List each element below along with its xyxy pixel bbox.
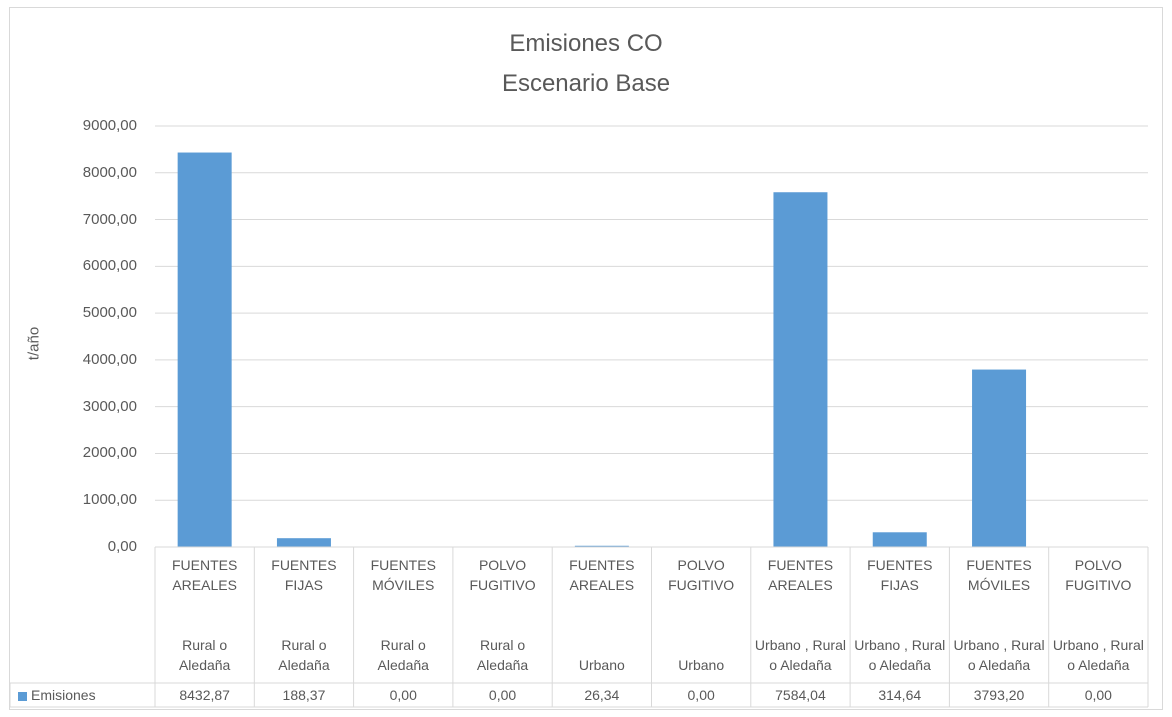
category-label: FUENTES MÓVILES Rural o Aledaña bbox=[354, 547, 453, 683]
category-label: POLVO FUGITIVO Urbano bbox=[652, 547, 751, 683]
category-source-label: FUENTES AREALES bbox=[569, 557, 635, 593]
chart-title: Emisiones CO bbox=[509, 30, 663, 57]
bars bbox=[177, 152, 1027, 547]
y-tick-label: 5000,00 bbox=[82, 304, 137, 322]
y-tick-label: 4000,00 bbox=[82, 350, 137, 368]
bar bbox=[574, 545, 629, 547]
data-table-value: 3793,20 bbox=[973, 687, 1025, 703]
y-tick-label: 8000,00 bbox=[82, 163, 137, 181]
bar bbox=[773, 192, 828, 547]
data-table-value: 26,34 bbox=[584, 687, 620, 703]
category-zone-label: Urbano bbox=[678, 657, 725, 673]
category-zone-label: Rural o Aledaña bbox=[377, 637, 429, 673]
category-zone-label: Urbano , Rural o Aledaña bbox=[854, 637, 946, 673]
category-zone-label: Rural o Aledaña bbox=[278, 637, 330, 673]
category-zone-label: Urbano , Rural o Aledaña bbox=[953, 637, 1045, 673]
bar bbox=[872, 532, 927, 547]
category-source-label: FUENTES MÓVILES bbox=[966, 557, 1032, 593]
data-table-value: 0,00 bbox=[687, 687, 715, 703]
category-source-label: POLVO FUGITIVO bbox=[1065, 557, 1132, 593]
y-tick-label: 2000,00 bbox=[82, 444, 137, 462]
category-zone-label: Urbano , Rural o Aledaña bbox=[754, 637, 846, 673]
legend-label: Emisiones bbox=[31, 687, 96, 703]
category-label: FUENTES MÓVILES Urbano , Rural o Aledaña bbox=[949, 547, 1048, 683]
category-zone-label: Rural o Aledaña bbox=[476, 637, 529, 673]
legend-swatch-icon bbox=[18, 691, 27, 701]
y-tick-label: 1000,00 bbox=[82, 491, 137, 509]
y-tick-label: 9000,00 bbox=[82, 117, 137, 134]
category-label: POLVO FUGITIVO Rural o Aledaña bbox=[453, 547, 552, 683]
category-source-label: FUENTES AREALES bbox=[767, 557, 834, 593]
y-tick-label: 6000,00 bbox=[82, 257, 137, 275]
category-source-label: FUENTES FIJAS bbox=[271, 557, 337, 593]
data-table-value: 0,00 bbox=[1084, 687, 1112, 703]
category-source-label: FUENTES MÓVILES bbox=[370, 557, 436, 593]
data-table-value: 8432,87 bbox=[179, 687, 230, 703]
category-label: FUENTES AREALES Rural o Aledaña bbox=[155, 547, 254, 683]
data-table-value: 314,64 bbox=[878, 687, 922, 703]
category-label: FUENTES AREALES Urbano , Rural o Aledaña bbox=[751, 547, 850, 683]
category-zone-label: Urbano bbox=[578, 657, 625, 673]
category-source-label: FUENTES FIJAS bbox=[867, 557, 933, 593]
category-source-label: POLVO FUGITIVO bbox=[668, 557, 735, 593]
y-tick-label: 3000,00 bbox=[82, 397, 137, 415]
category-zone-label: Urbano , Rural o Aledaña bbox=[1052, 637, 1144, 673]
legend-entry: Emisiones bbox=[18, 683, 96, 707]
category-zone-label: Rural o Aledaña bbox=[178, 637, 231, 673]
category-label: FUENTES FIJAS Urbano , Rural o Aledaña bbox=[850, 547, 949, 683]
category-source-label: FUENTES AREALES bbox=[171, 557, 238, 593]
bar bbox=[177, 152, 232, 547]
data-table-borders bbox=[9, 546, 1149, 708]
bar bbox=[276, 538, 331, 547]
category-source-label: POLVO FUGITIVO bbox=[469, 557, 536, 593]
category-label: POLVO FUGITIVO Urbano , Rural o Aledaña bbox=[1049, 547, 1148, 683]
data-table-value: 188,37 bbox=[282, 687, 326, 703]
category-label: FUENTES AREALES Urbano bbox=[552, 547, 651, 683]
chart-subtitle: Escenario Base bbox=[501, 70, 671, 97]
data-table-value: 0,00 bbox=[389, 687, 417, 703]
category-label: FUENTES FIJAS Rural o Aledaña bbox=[254, 547, 353, 683]
bar bbox=[972, 369, 1027, 547]
y-tick-label: 0,00 bbox=[107, 538, 137, 555]
data-table-value: 7584,04 bbox=[775, 687, 826, 703]
chart-frame bbox=[9, 7, 1163, 710]
y-tick-label: 7000,00 bbox=[82, 210, 137, 228]
data-table-value: 0,00 bbox=[488, 687, 517, 703]
